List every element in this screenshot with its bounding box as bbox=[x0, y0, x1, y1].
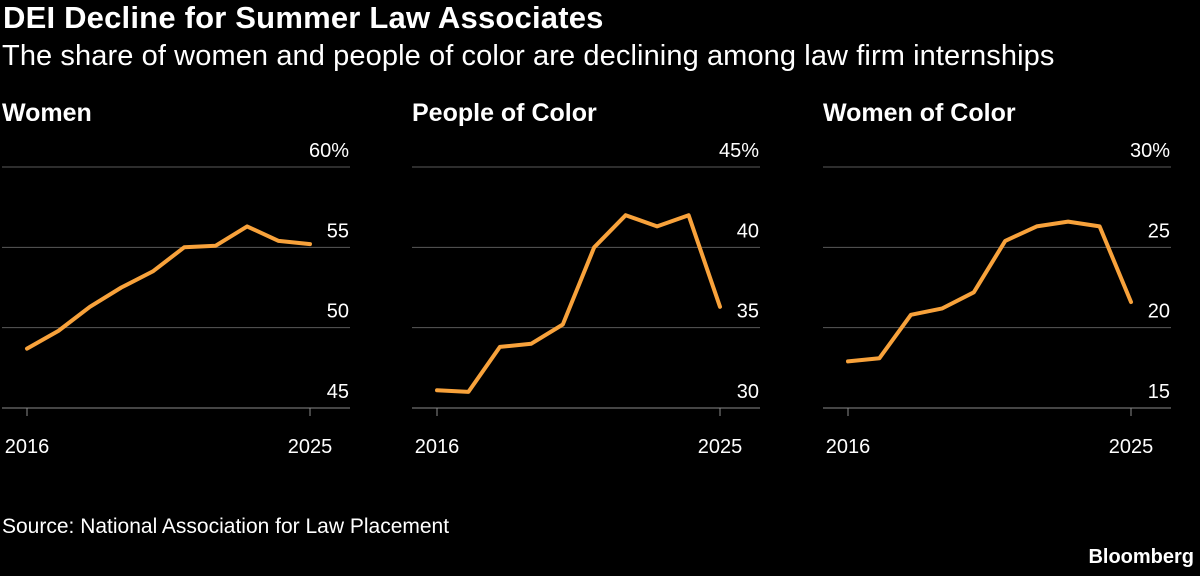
bloomberg-logo: Bloomberg bbox=[1088, 546, 1194, 568]
panel-title: Women bbox=[2, 99, 92, 127]
x-tick-label: 2016 bbox=[415, 436, 460, 458]
chart-subtitle: The share of women and people of color a… bbox=[2, 40, 1055, 72]
series-line bbox=[435, 213, 722, 394]
x-tick-label: 2025 bbox=[698, 436, 743, 458]
panel-people-of-color: People of Color 30 35 40 45% 2016 2025 bbox=[412, 99, 760, 458]
x-tick-label: 2016 bbox=[5, 436, 50, 458]
y-tick-label: 25 bbox=[1148, 220, 1170, 242]
panel-women: Women 45 50 55 60% 2016 2025 bbox=[2, 99, 350, 458]
x-tick-label: 2025 bbox=[1109, 436, 1154, 458]
y-tick-label: 35 bbox=[737, 301, 759, 323]
series-line bbox=[846, 219, 1133, 364]
y-tick-label: 20 bbox=[1148, 301, 1170, 323]
y-tick-label: 60% bbox=[309, 140, 349, 162]
y-tick-label: 50 bbox=[327, 301, 349, 323]
y-tick-label: 55 bbox=[327, 220, 349, 242]
chart-title: DEI Decline for Summer Law Associates bbox=[3, 0, 604, 35]
y-tick-label: 30 bbox=[737, 381, 759, 403]
y-tick-label: 30% bbox=[1130, 140, 1170, 162]
y-tick-label: 15 bbox=[1148, 381, 1170, 403]
y-tick-label: 45% bbox=[719, 140, 759, 162]
y-tick-label: 45 bbox=[327, 381, 349, 403]
panel-title: People of Color bbox=[412, 99, 597, 127]
y-tick-label: 40 bbox=[737, 220, 759, 242]
x-tick-label: 2016 bbox=[826, 436, 871, 458]
panel-title: Women of Color bbox=[823, 99, 1016, 127]
source-note: Source: National Association for Law Pla… bbox=[2, 515, 450, 538]
series-line bbox=[25, 224, 312, 351]
x-tick-label: 2025 bbox=[288, 436, 333, 458]
